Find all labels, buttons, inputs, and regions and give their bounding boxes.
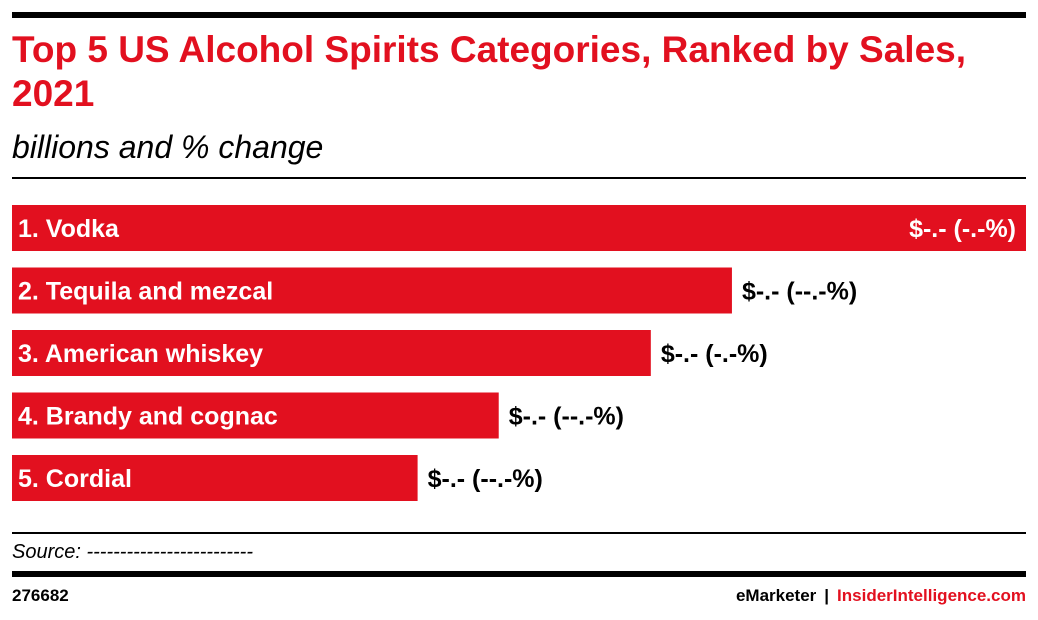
- brand-line: eMarketer | InsiderIntelligence.com: [736, 586, 1026, 606]
- bar-1: [12, 205, 1026, 251]
- brand-emarketer[interactable]: eMarketer: [735, 586, 817, 605]
- top-rule: [12, 12, 1026, 18]
- bar-2: [12, 267, 732, 314]
- brand-insider-intelligence[interactable]: InsiderIntelligence.com: [837, 586, 1026, 605]
- bar-4: [12, 392, 499, 439]
- value-label-4: $-.- (--.-%): [509, 403, 624, 431]
- bottom-rule: [12, 571, 1026, 577]
- header-rule: [12, 177, 1026, 179]
- chart-subtitle: billions and % change: [12, 129, 324, 165]
- chart-title: Top 5 US Alcohol Spirits Categories, Ran…: [12, 29, 967, 114]
- value-label-3: $-.- (-.-%): [661, 340, 768, 368]
- source-text: Source: -------------------------: [12, 541, 253, 563]
- source-rule: [12, 532, 1026, 534]
- value-label-2: $-.- (--.-%): [742, 278, 857, 306]
- category-label-1: 1. Vodka: [18, 215, 120, 243]
- brand-separator: |: [824, 586, 830, 605]
- category-label-2: 2. Tequila and mezcal: [18, 278, 273, 306]
- value-label-5: $-.- (--.-%): [428, 465, 543, 493]
- bar-3: [12, 330, 651, 376]
- category-label-5: 5. Cordial: [18, 465, 132, 493]
- bar-5: [12, 455, 418, 501]
- category-label-4: 4. Brandy and cognac: [18, 403, 278, 431]
- chart-id: 276682: [12, 586, 69, 605]
- value-label-1: $-.- (-.-%): [909, 215, 1016, 243]
- category-label-3: 3. American whiskey: [18, 340, 263, 368]
- bar-chart: 1. Vodka $-.- (-.-%) 2. Tequila and mezcal…: [12, 205, 1026, 501]
